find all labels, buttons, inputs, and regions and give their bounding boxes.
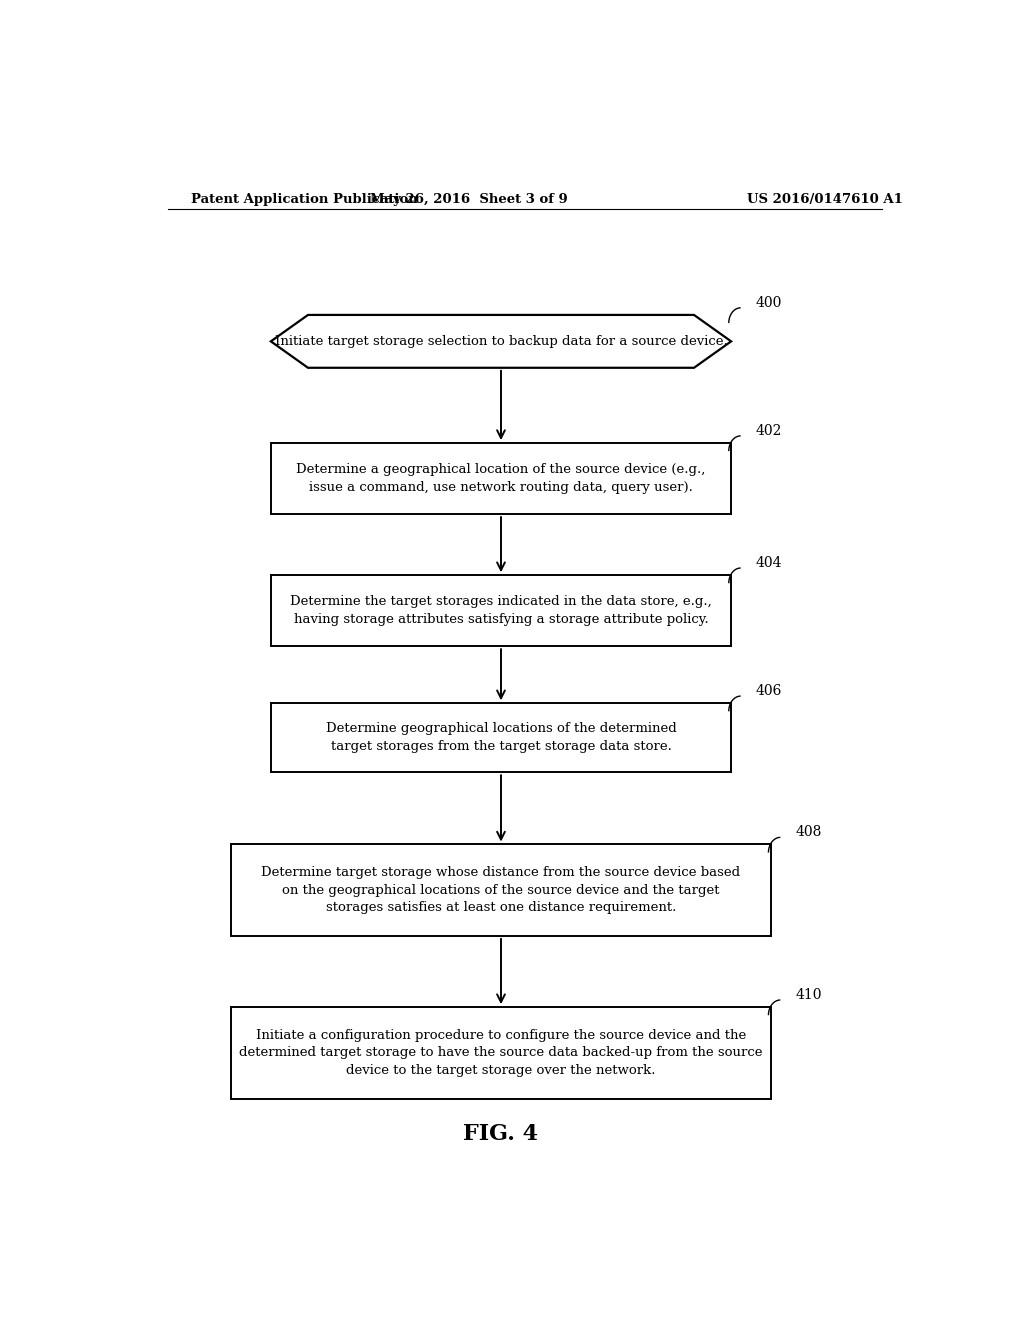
- Text: 400: 400: [756, 296, 782, 310]
- Bar: [270, 704, 731, 772]
- Text: Patent Application Publication: Patent Application Publication: [191, 193, 418, 206]
- Text: Determine a geographical location of the source device (e.g.,
issue a command, u: Determine a geographical location of the…: [296, 463, 706, 494]
- Text: Determine geographical locations of the determined
target storages from the targ: Determine geographical locations of the …: [326, 722, 677, 752]
- Text: 408: 408: [796, 825, 822, 840]
- Text: US 2016/0147610 A1: US 2016/0147610 A1: [748, 193, 903, 206]
- Text: 402: 402: [756, 424, 782, 438]
- Text: Initiate target storage selection to backup data for a source device.: Initiate target storage selection to bac…: [274, 335, 727, 348]
- Bar: [270, 444, 731, 515]
- Text: May 26, 2016  Sheet 3 of 9: May 26, 2016 Sheet 3 of 9: [371, 193, 568, 206]
- Polygon shape: [270, 315, 731, 368]
- Bar: [270, 576, 731, 647]
- Bar: [231, 1007, 771, 1098]
- Text: Determine the target storages indicated in the data store, e.g.,
having storage : Determine the target storages indicated …: [290, 595, 712, 626]
- Bar: [231, 845, 771, 936]
- Text: Determine target storage whose distance from the source device based
on the geog: Determine target storage whose distance …: [261, 866, 740, 915]
- Text: FIG. 4: FIG. 4: [464, 1123, 539, 1146]
- Text: 406: 406: [756, 684, 782, 698]
- Text: Initiate a configuration procedure to configure the source device and the
determ: Initiate a configuration procedure to co…: [240, 1028, 763, 1077]
- Text: 410: 410: [796, 987, 822, 1002]
- Text: 404: 404: [756, 556, 782, 570]
